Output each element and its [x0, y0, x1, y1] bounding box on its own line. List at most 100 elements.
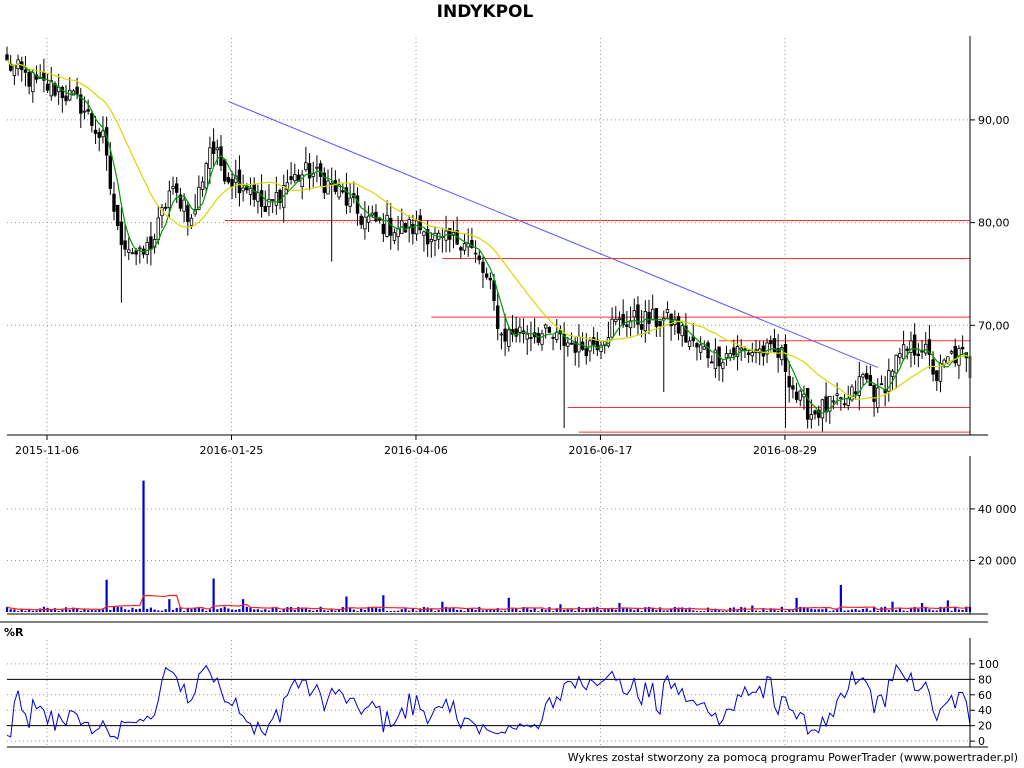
- candle-body: [307, 163, 312, 179]
- candle-body: [315, 166, 319, 169]
- candle-body: [817, 409, 821, 418]
- candle-body: [175, 183, 179, 193]
- candle-body: [355, 195, 360, 214]
- candle-body: [466, 243, 470, 248]
- moving-average-line: [6, 59, 971, 400]
- candle-body: [178, 194, 183, 209]
- candle-body: [5, 54, 9, 61]
- candle-body: [462, 243, 467, 251]
- candle-body: [274, 192, 279, 206]
- candle-body: [422, 231, 426, 236]
- candle-body: [702, 346, 707, 350]
- candle-body: [304, 162, 308, 171]
- candle-body: [769, 340, 773, 345]
- candle-body: [514, 328, 518, 337]
- candle-body: [86, 109, 90, 112]
- candle-body: [481, 261, 485, 273]
- candle-body: [259, 190, 264, 207]
- candle-body: [746, 352, 751, 355]
- candle-body: [473, 252, 478, 255]
- candle-body: [45, 83, 50, 91]
- candle-body: [403, 223, 408, 233]
- candle-body: [625, 324, 629, 327]
- candle-body: [115, 204, 120, 227]
- indicator-name: %R: [4, 626, 24, 639]
- candle-body: [49, 80, 53, 97]
- candle-body: [93, 129, 98, 134]
- indicator-panel: 0 20 40 60 80 100 %R: [0, 621, 999, 748]
- footer-credit: Wykres został stworzony za pomocą progra…: [567, 751, 1018, 764]
- candle-body: [927, 339, 932, 355]
- candle-body: [861, 374, 865, 378]
- candle-body: [614, 318, 618, 322]
- candle-body: [322, 172, 327, 193]
- williams-r-tick-label: 60: [978, 689, 992, 702]
- date-label: 2016-08-29: [753, 444, 817, 457]
- candle-body: [60, 86, 65, 99]
- candle-body: [499, 333, 504, 336]
- candle-body: [241, 187, 245, 192]
- candle-body: [684, 325, 688, 343]
- williams-r-line: [6, 663, 971, 740]
- candle-body: [953, 346, 957, 364]
- candle-body: [23, 69, 28, 73]
- candle-body: [248, 188, 253, 195]
- candle-body: [787, 376, 791, 388]
- candle-body: [492, 280, 496, 302]
- candle-body: [791, 385, 795, 390]
- candle-body: [901, 344, 906, 360]
- candle-body: [53, 83, 57, 96]
- date-label: 2016-01-25: [200, 444, 264, 457]
- candle-body: [289, 176, 293, 180]
- candle-body: [31, 72, 35, 92]
- candle-body: [857, 376, 862, 396]
- candle-body: [536, 332, 541, 343]
- candle-body: [894, 354, 898, 374]
- candle-body: [285, 182, 290, 191]
- candle-body: [721, 362, 725, 369]
- candle-body: [123, 240, 127, 250]
- candle-body: [798, 390, 802, 401]
- candle-body: [654, 308, 659, 327]
- candle-body: [949, 351, 954, 354]
- candle-body: [108, 155, 113, 189]
- candle-body: [263, 206, 267, 212]
- candle-body: [333, 180, 338, 192]
- candle-body: [134, 250, 138, 255]
- candle-body: [270, 199, 275, 201]
- candle-body: [167, 190, 172, 209]
- candle-body: [112, 193, 116, 212]
- candle-body: [267, 198, 271, 207]
- candle-body: [496, 305, 500, 329]
- candle-body: [676, 316, 681, 334]
- candle-body: [846, 398, 850, 406]
- candle-body: [484, 273, 489, 278]
- candle-body: [374, 211, 378, 222]
- candle-body: [828, 395, 832, 412]
- candle-body: [820, 399, 825, 419]
- candle-body: [377, 218, 382, 221]
- candle-body: [890, 370, 895, 377]
- candle-body: [68, 89, 72, 101]
- date-label: 2016-06-17: [568, 444, 632, 457]
- candle-body: [477, 255, 481, 261]
- candle-body: [145, 242, 149, 255]
- candle-body: [813, 410, 817, 415]
- candle-body: [710, 361, 714, 364]
- candle-body: [204, 163, 208, 189]
- candle-body: [643, 311, 648, 332]
- candle-body: [226, 176, 231, 183]
- candle-body: [872, 384, 876, 402]
- candle-body: [459, 247, 463, 251]
- volume-average-line: [6, 594, 971, 611]
- candle-body: [197, 186, 201, 210]
- candle-body: [293, 173, 297, 182]
- candle-body: [864, 373, 869, 380]
- candle-body: [156, 217, 160, 241]
- price-tick-label: 80,00: [978, 217, 1010, 230]
- candle-body: [780, 347, 784, 361]
- candle-body: [658, 320, 662, 327]
- candle-body: [348, 197, 352, 207]
- candle-body: [470, 239, 474, 248]
